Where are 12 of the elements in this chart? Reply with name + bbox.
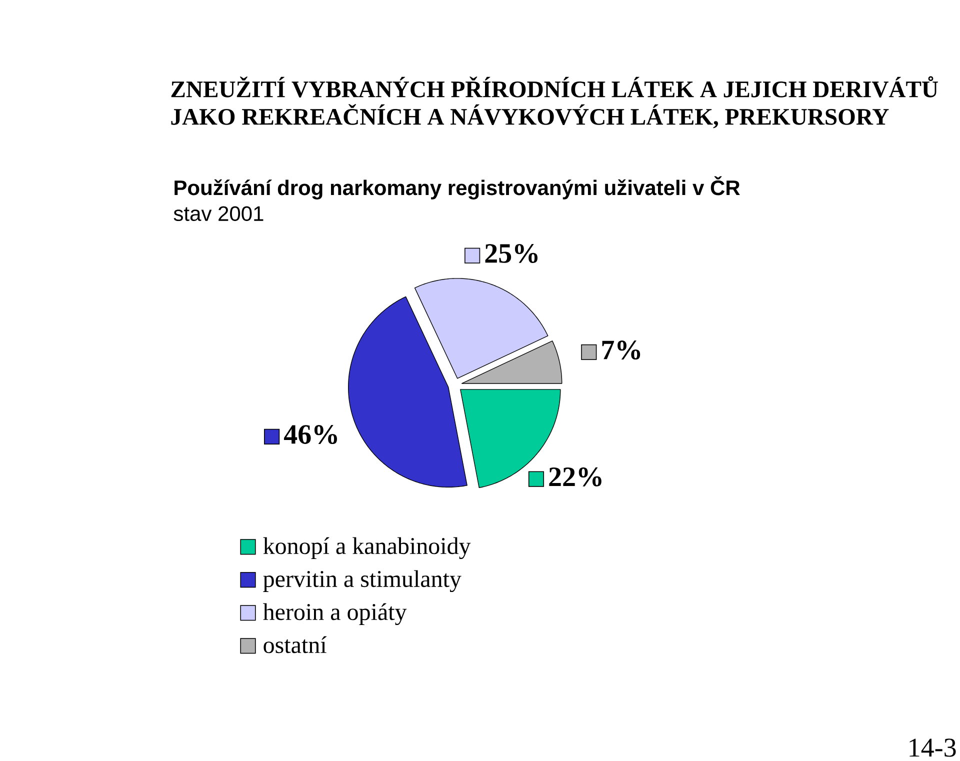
- legend-label: heroin a opiáty: [263, 603, 407, 626]
- data-label: 25%: [485, 244, 538, 264]
- text: 14-3: [910, 738, 956, 757]
- data-label: 22%: [549, 467, 602, 486]
- chart-subtitle: Používání drog narkomany registrovanými uživateli v ČR: [174, 176, 740, 200]
- legend-label: konopí a kanabinoidy: [263, 537, 471, 560]
- legend-label: pervitin a stimulanty: [263, 570, 462, 592]
- legend-label: ostatní: [264, 636, 327, 654]
- data-label: 7%: [602, 340, 640, 360]
- data-label: 46%: [284, 425, 337, 444]
- chart-title: ZNEUŽITÍ VYBRANÝCH PŘÍRODNÍCH LÁTEK A JEJICH DERIVÁTŮ JAKO REKREAČNÍCH A NÁVYKOVÝCH LÁTEK, PREKURSORY: [171, 76, 938, 128]
- text: stav 2001: [174, 206, 264, 222]
